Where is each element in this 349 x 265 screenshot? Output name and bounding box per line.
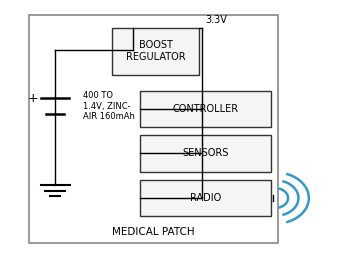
Text: BOOST
REGULATOR: BOOST REGULATOR [126,40,185,62]
Text: 400 TO
1.4V, ZINC-
AIR 160mAh: 400 TO 1.4V, ZINC- AIR 160mAh [83,91,135,121]
Text: MEDICAL PATCH: MEDICAL PATCH [112,227,195,237]
Text: +: + [27,92,38,105]
Text: RADIO: RADIO [190,193,221,203]
Bar [140,135,272,172]
Text: CONTROLLER: CONTROLLER [173,104,239,114]
Bar [29,15,279,243]
Text: SENSORS: SENSORS [183,148,229,158]
Bar [140,91,272,127]
Text: 3.3V: 3.3V [206,15,228,25]
Bar [140,180,272,217]
Bar [112,28,199,75]
